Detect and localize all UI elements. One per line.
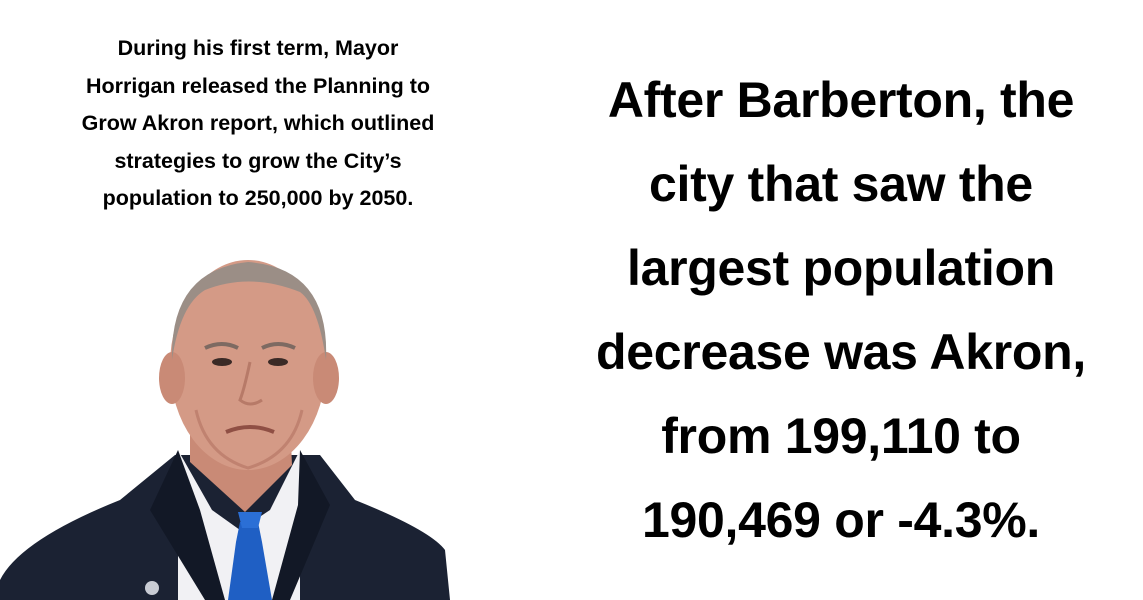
ear-right bbox=[313, 352, 339, 404]
headline-text: After Barberton, the city that saw the l… bbox=[596, 72, 1086, 548]
caption-text: During his first term, Mayor Horrigan re… bbox=[81, 36, 435, 210]
mayor-portrait bbox=[0, 260, 450, 600]
ear-left bbox=[159, 352, 185, 404]
eye-left bbox=[212, 358, 232, 366]
lapel-pin bbox=[145, 581, 159, 595]
mouth bbox=[225, 425, 275, 434]
hair bbox=[171, 262, 327, 360]
eye-right bbox=[268, 358, 288, 366]
tie bbox=[228, 522, 272, 600]
